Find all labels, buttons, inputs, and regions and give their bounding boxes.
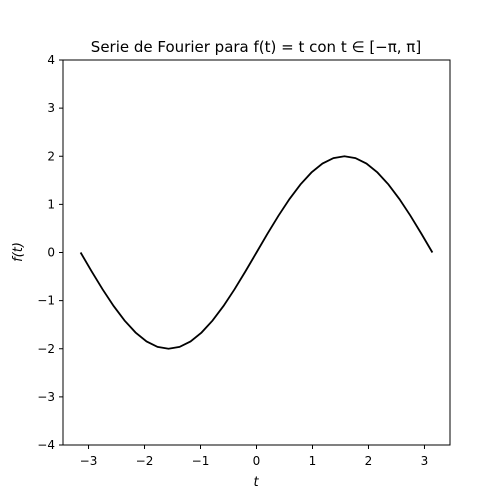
- y-axis-label: f(t): [11, 242, 26, 262]
- y-tick-label: 3: [47, 101, 55, 115]
- x-tick-label: 1: [309, 454, 317, 468]
- chart-title: Serie de Fourier para f(t) = t con t ∈ […: [91, 38, 421, 56]
- y-tick-label: −3: [37, 390, 55, 404]
- x-tick-label: −3: [80, 454, 98, 468]
- x-tick-label: 0: [253, 454, 261, 468]
- y-tick-label: −4: [37, 438, 55, 452]
- y-tick-label: 4: [47, 53, 55, 67]
- series-line: [81, 156, 433, 349]
- y-tick-label: 0: [47, 246, 55, 260]
- x-axis-ticks: −3 −2 −1 0 1 2 3: [80, 445, 429, 468]
- x-tick-label: −1: [192, 454, 210, 468]
- x-tick-label: 2: [365, 454, 373, 468]
- y-tick-label: −1: [37, 294, 55, 308]
- y-tick-label: −2: [37, 342, 55, 356]
- y-axis-ticks: −4 −3 −2 −1 0 1 2 3 4: [37, 53, 63, 452]
- y-tick-label: 2: [47, 149, 55, 163]
- y-tick-label: 1: [47, 197, 55, 211]
- x-tick-label: −2: [136, 454, 154, 468]
- x-tick-label: 3: [421, 454, 429, 468]
- x-axis-label: t: [253, 475, 259, 490]
